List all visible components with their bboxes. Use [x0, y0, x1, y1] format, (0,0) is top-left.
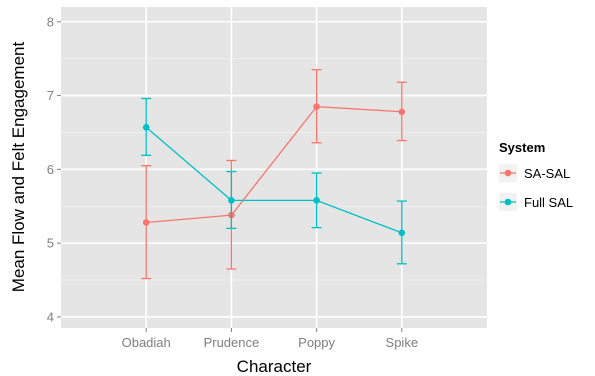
data-point-sa-sal [313, 103, 320, 110]
y-tick-label: 7 [47, 88, 54, 103]
grid-minor [61, 58, 487, 281]
x-tick-label: Obadiah [122, 335, 171, 350]
data-point-sa-sal [142, 219, 150, 226]
plot-panel [61, 7, 487, 328]
data-point-full-sal [313, 197, 320, 204]
y-tick-label: 6 [47, 162, 54, 177]
y-axis: 4 5 6 7 8 [47, 14, 61, 324]
y-tick-label: 4 [47, 309, 54, 324]
series-line-sa-sal [146, 105, 402, 224]
legend-label-sa-sal: SA-SAL [524, 166, 570, 181]
y-tick-label: 8 [47, 14, 54, 29]
legend-title: System [499, 140, 545, 155]
x-tick-label: Prudence [204, 335, 260, 350]
data-point-sa-sal [398, 108, 406, 116]
legend-label-full-sal: Full SAL [524, 195, 573, 210]
data-point-full-sal [142, 123, 150, 131]
legend-key-point-full-sal [504, 198, 512, 206]
y-tick-label: 5 [47, 236, 54, 251]
series-layer [141, 69, 407, 280]
x-tick-label: Spike [386, 335, 419, 350]
x-axis-title: Character [237, 357, 312, 376]
y-axis-title: Mean Flow and Felt Engagement [9, 42, 28, 293]
data-point-full-sal [398, 229, 406, 237]
series-line-full-sal [145, 126, 403, 234]
x-axis: Obadiah Prudence Poppy Spike [122, 328, 418, 350]
x-tick-label: Poppy [298, 335, 335, 350]
legend: System SA-SAL Full SAL [499, 140, 573, 211]
data-point-full-sal [228, 197, 235, 204]
legend-key-point-sa-sal [504, 169, 512, 177]
